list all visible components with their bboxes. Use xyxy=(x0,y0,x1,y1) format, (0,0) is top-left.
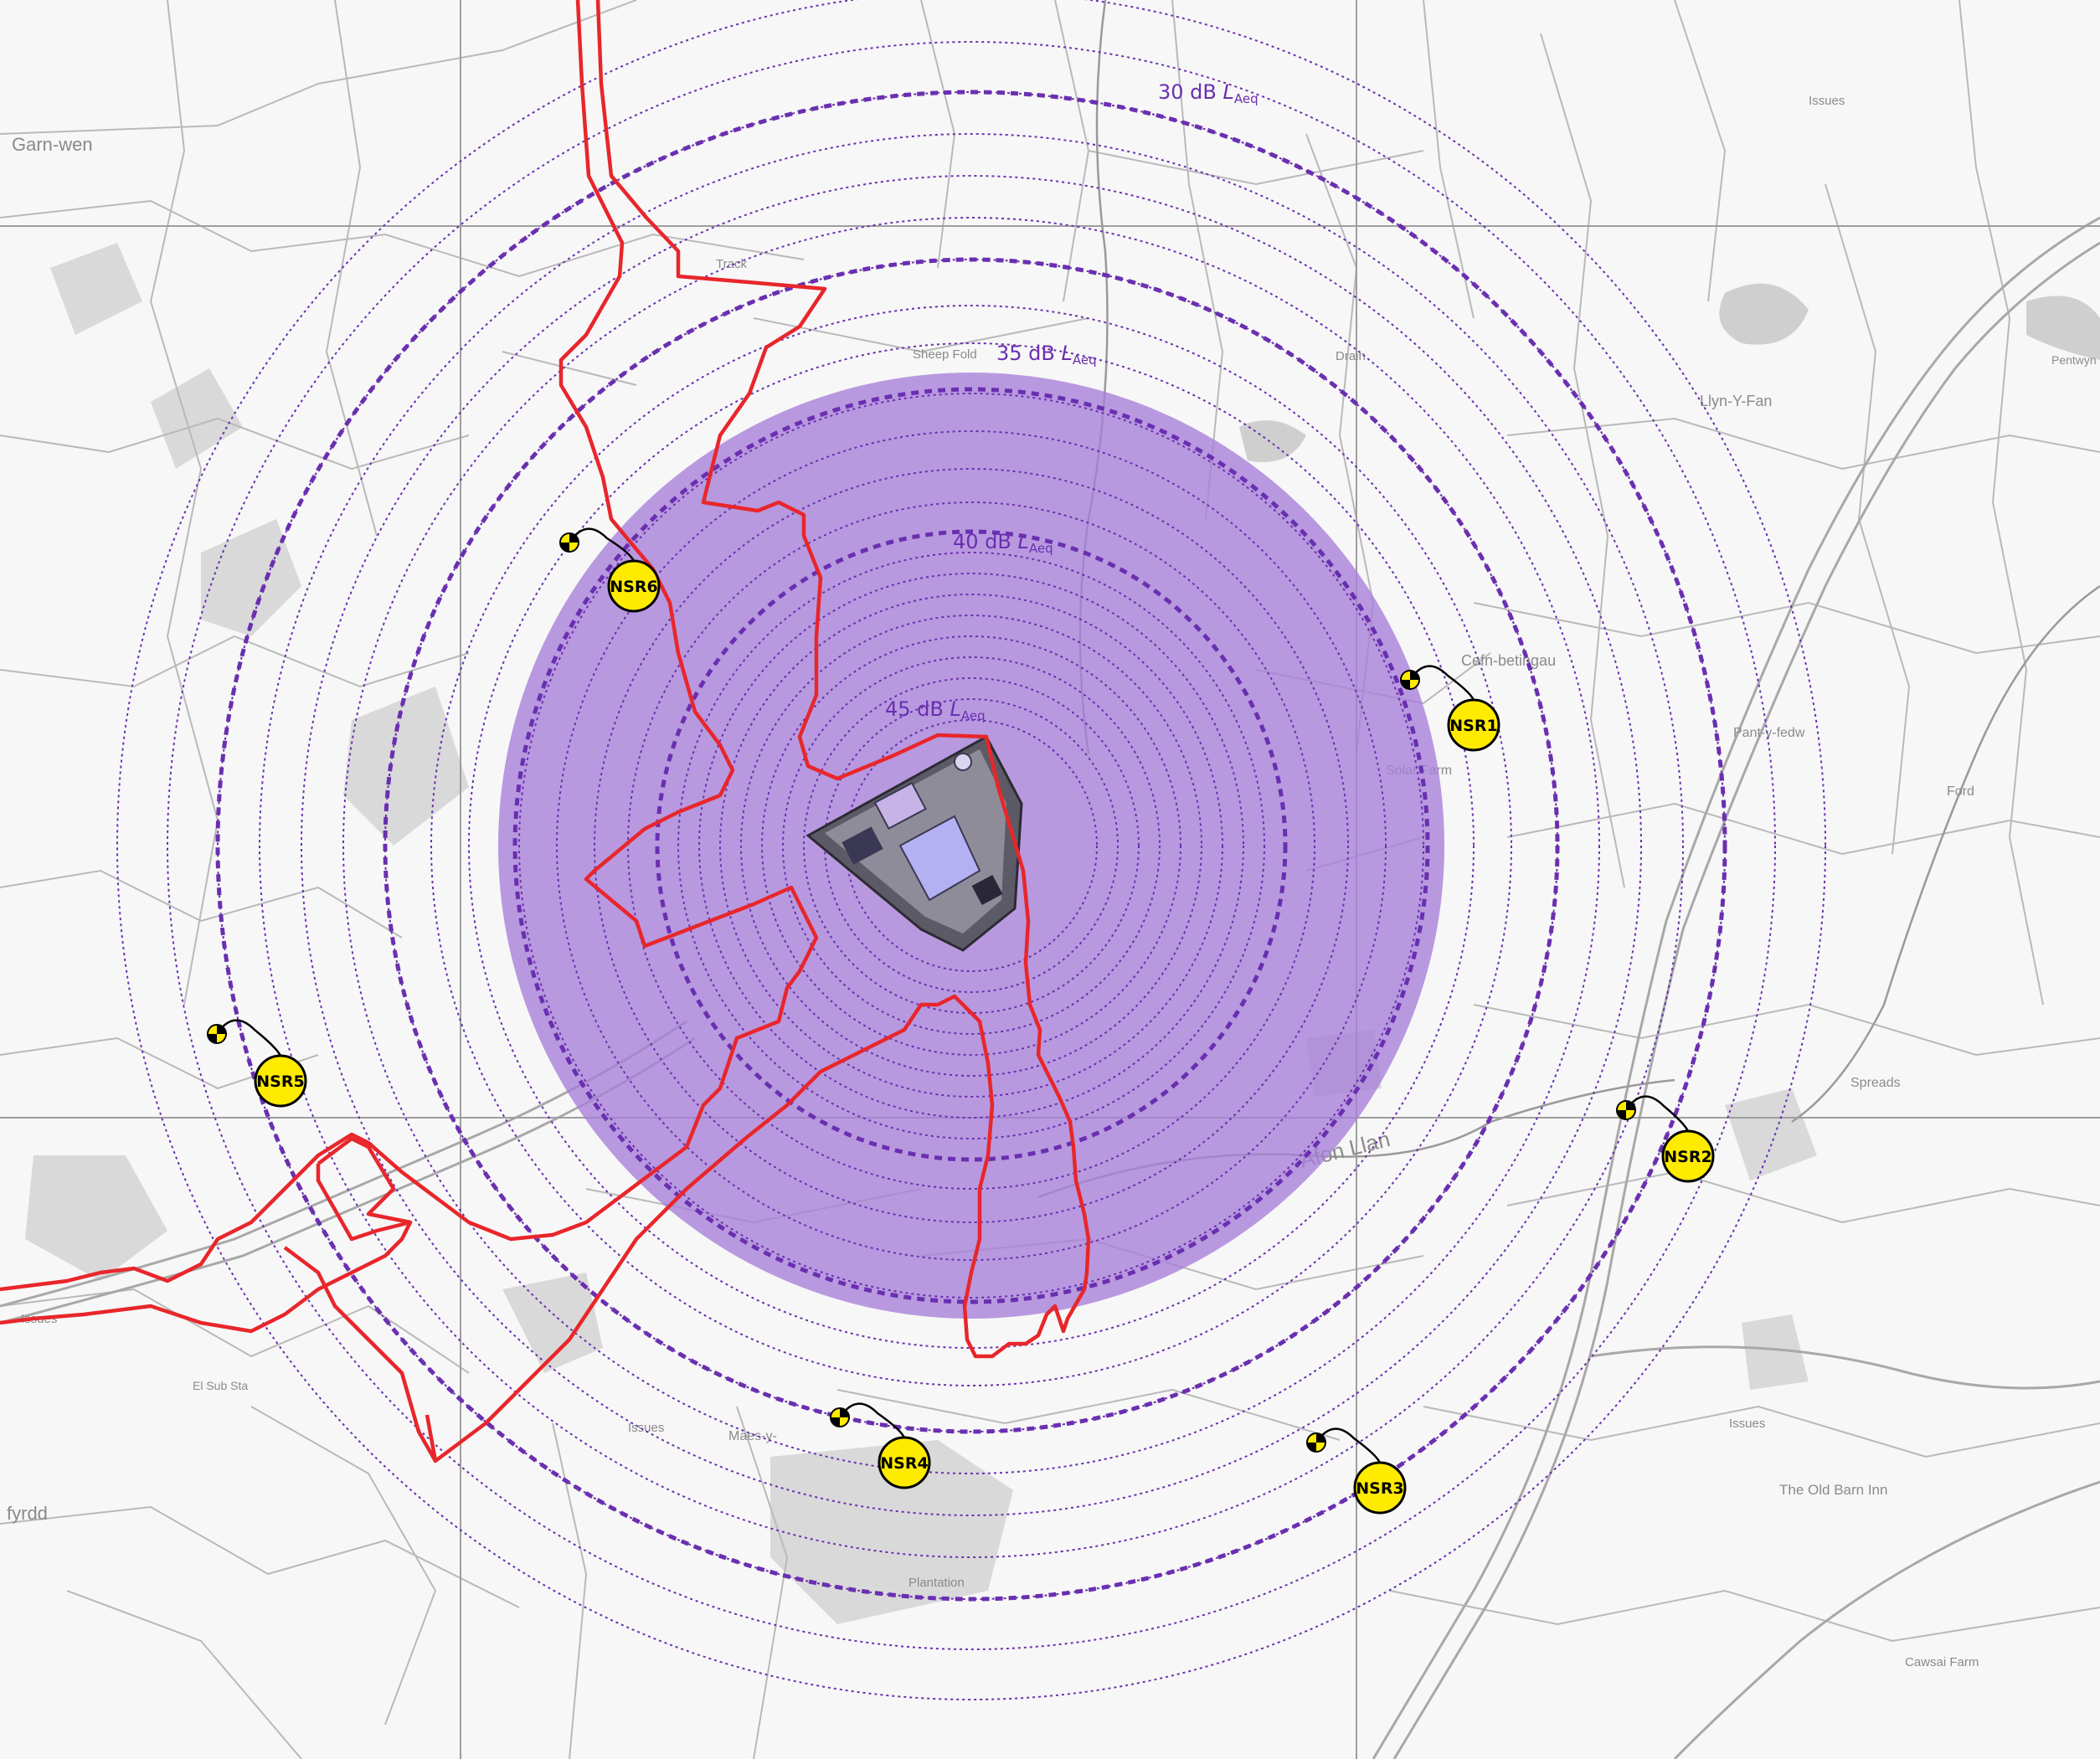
contour-ring-minor xyxy=(301,175,1642,1516)
contour-ring-minor xyxy=(116,0,1826,1700)
contour-ring-minor xyxy=(824,698,1119,993)
contour-ring-minor xyxy=(782,656,1161,1035)
place-label-drain: Drain xyxy=(1336,349,1366,363)
receptor-nsr6[interactable]: NSR6 xyxy=(559,527,661,613)
contour-ring-minor xyxy=(594,468,1349,1223)
place-label-track: Track xyxy=(716,257,747,271)
receptor-label: NSR5 xyxy=(256,1072,304,1091)
receptor-nsr1[interactable]: NSR1 xyxy=(1400,665,1500,752)
place-label-llyn-y-fan: Llyn-Y-Fan xyxy=(1700,393,1772,409)
place-label-issues: Issues xyxy=(628,1421,664,1435)
receptor-badge xyxy=(1661,1129,1715,1183)
noise-contour-rings xyxy=(116,0,1826,1700)
noise-receptor-icon xyxy=(1306,1432,1326,1453)
contour-ring-minor xyxy=(698,573,1244,1119)
receptor-label: NSR2 xyxy=(1664,1148,1711,1166)
contour-ring-minor xyxy=(556,430,1387,1261)
receptor-nsr4[interactable]: NSR4 xyxy=(830,1402,931,1489)
contour-ring-c45 xyxy=(655,529,1288,1162)
place-label-maes: Maes-y- xyxy=(728,1429,777,1443)
noise-receptor-icon xyxy=(207,1024,227,1044)
place-label-plantation: Plantation xyxy=(908,1576,965,1590)
red-line-boundary xyxy=(0,0,1091,1463)
contour-ring-minor xyxy=(761,635,1181,1056)
receptor-badge xyxy=(607,559,661,613)
place-label-fyrdd: fyrdd xyxy=(7,1503,48,1524)
contour-ring-minor xyxy=(468,342,1475,1349)
contour-ring-minor xyxy=(259,133,1684,1558)
contour-ring-minor xyxy=(677,552,1265,1139)
development-site xyxy=(806,734,1023,952)
receptor-leader-line xyxy=(1315,1427,1382,1463)
receptor-leader-line xyxy=(838,1402,906,1438)
contour-ring-minor xyxy=(719,594,1223,1098)
water-features xyxy=(1239,283,2100,462)
contour-ring-minor xyxy=(430,305,1512,1386)
receptor-nsr5[interactable]: NSR5 xyxy=(207,1019,307,1108)
roads xyxy=(0,216,2100,1759)
receptor-nsr2[interactable]: NSR2 xyxy=(1616,1095,1715,1183)
contour-ring-minor xyxy=(740,615,1202,1077)
contour-label-c35: 35 dB LAeq xyxy=(996,342,1097,368)
receptor-label: NSR1 xyxy=(1449,717,1497,735)
contour-ring-minor xyxy=(167,41,1776,1650)
site-tank xyxy=(954,753,972,771)
place-label-old-barn-inn: The Old Barn Inn xyxy=(1779,1482,1887,1498)
place-label-pant-y-fedw: Pant-y-fedw xyxy=(1733,726,1805,740)
receptor-nsr3[interactable]: NSR3 xyxy=(1306,1427,1407,1515)
site-building xyxy=(842,826,883,865)
site-building xyxy=(873,781,927,830)
noise-receptor-icon xyxy=(1400,670,1420,690)
receptor-badge xyxy=(878,1436,931,1489)
woodland-areas xyxy=(25,243,1817,1624)
contour-ring-minor xyxy=(803,677,1140,1014)
place-label-sheep-fold: Sheep Fold xyxy=(913,347,977,362)
receptor-leader-line xyxy=(1624,1095,1690,1132)
contour-label-c45: 45 dB LAeq xyxy=(885,697,986,723)
receptor-badge xyxy=(254,1054,307,1108)
contour-ring-minor xyxy=(518,393,1424,1299)
place-label-issues: Issues xyxy=(1809,94,1845,108)
contour-label-c30: 30 dB LAeq xyxy=(1158,80,1258,106)
site-building xyxy=(971,874,1003,906)
place-label-issues: Issues xyxy=(1729,1417,1765,1431)
noise-receptor-icon xyxy=(559,532,579,553)
place-label-spreads: Spreads xyxy=(1850,1076,1901,1090)
place-label-el-sub-sta: El Sub Sta xyxy=(193,1379,248,1392)
noise-sensitive-receptors: NSR1 NSR2 NSR3 NSR4 NSR5 NSR6 xyxy=(207,527,1715,1515)
site-building xyxy=(898,815,981,902)
receptor-badge xyxy=(1447,698,1500,752)
contour-ring-c40 xyxy=(512,387,1430,1304)
place-label-garn-wen: Garn-wen xyxy=(12,134,93,155)
place-label-ford: Ford xyxy=(1947,784,1974,799)
receptor-label: NSR3 xyxy=(1356,1479,1403,1498)
noise-receptor-icon xyxy=(830,1407,850,1427)
place-label-pentwyn: Pentwyn xyxy=(2051,353,2097,367)
contour-ring-minor xyxy=(627,501,1315,1190)
receptor-leader-line xyxy=(1408,665,1475,701)
place-label-cefn-betingau: Cefn-betingau xyxy=(1461,652,1556,669)
contour-ring-c35 xyxy=(383,257,1560,1434)
receptor-leader-line xyxy=(215,1019,282,1057)
noise-receptor-icon xyxy=(1616,1100,1636,1120)
contour-ring-c30 xyxy=(215,90,1727,1602)
receptor-leader-line xyxy=(568,527,636,562)
contour-labels: 30 dB LAeq 35 dB LAeq 40 dB LAeq 45 dB LAeq xyxy=(885,80,1258,723)
contour-label-c40: 40 dB LAeq xyxy=(953,530,1053,556)
receptor-badge xyxy=(1353,1461,1407,1515)
contour-ring-minor xyxy=(342,217,1600,1474)
place-label-cawsai-farm: Cawsai Farm xyxy=(1905,1655,1979,1669)
receptor-label: NSR6 xyxy=(610,578,657,596)
receptor-label: NSR4 xyxy=(880,1454,928,1473)
